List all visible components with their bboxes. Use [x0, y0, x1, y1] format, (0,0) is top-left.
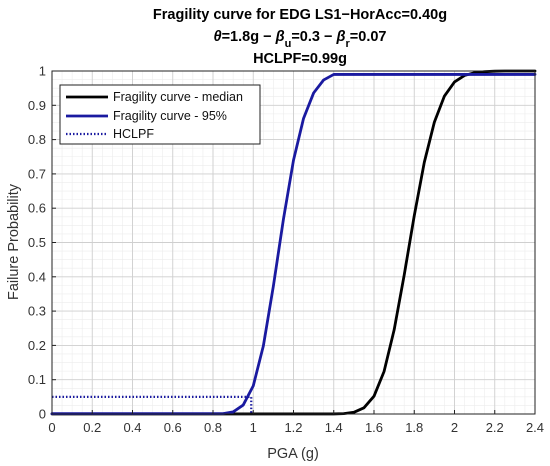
theta-symbol: θ: [214, 29, 222, 45]
series-line-95: [50, 73, 537, 415]
y-tick-label: 1: [39, 64, 46, 79]
beta-r-symbol: β: [336, 29, 346, 45]
beta-r-value: =0.07: [350, 29, 387, 45]
legend-label-hclpf: HCLPF: [113, 127, 154, 141]
y-tick-label: 0.7: [28, 166, 46, 181]
tick-marks: [51, 70, 536, 415]
y-tick-label: 0.8: [28, 132, 46, 147]
series-line-median: [50, 69, 537, 416]
y-axis-label: Failure Probability: [6, 183, 22, 300]
y-tick-label: 0.4: [28, 269, 46, 284]
legend-box: [59, 84, 261, 145]
x-axis-label: PGA (g): [267, 446, 319, 462]
x-tick-label: 0.8: [204, 420, 222, 435]
theta-value: =1.8g −: [222, 29, 276, 45]
x-tick-label: 0: [48, 420, 55, 435]
chart-title: Fragility curve for EDG LS1−HorAcc=0.40g: [153, 7, 447, 23]
y-tick-label: 0.1: [28, 372, 46, 387]
legend-label-95: Fragility curve - 95%: [113, 109, 227, 123]
y-tick-label: 0.2: [28, 338, 46, 353]
y-tick-label: 0.5: [28, 235, 46, 250]
y-tick-labels: 0 0.1 0.2 0.3 0.4 0.5 0.6 0.7 0.8 0.9 1: [28, 64, 46, 422]
beta-r-subscript: r: [346, 38, 351, 50]
chart-title-hclpf: HCLPF=0.99g: [253, 51, 347, 67]
x-tick-label: 1.2: [284, 420, 302, 435]
y-tick-label: 0.9: [28, 98, 46, 113]
beta-u-subscript: u: [285, 38, 292, 50]
beta-u-value: =0.3 −: [291, 29, 336, 45]
series-layer: [50, 69, 537, 416]
beta-u-symbol: β: [275, 29, 285, 45]
y-tick-label: 0: [39, 407, 46, 422]
x-tick-label: 0.4: [123, 420, 141, 435]
x-tick-label: 0.6: [164, 420, 182, 435]
x-tick-label: 1.6: [365, 420, 383, 435]
x-tick-label: 1.8: [405, 420, 423, 435]
x-tick-label: 0.2: [83, 420, 101, 435]
x-tick-label: 2.4: [526, 420, 544, 435]
x-tick-label: 2.2: [486, 420, 504, 435]
x-tick-label: 2: [451, 420, 458, 435]
legend-label-median: Fragility curve - median: [113, 90, 243, 104]
y-tick-label: 0.6: [28, 201, 46, 216]
legend: Fragility curve - median Fragility curve…: [59, 84, 261, 145]
chart-subtitle: θ=1.8g − βu=0.3 − βr=0.07: [214, 29, 387, 50]
x-tick-labels: 0 0.2 0.4 0.6 0.8 1 1.2 1.4 1.6 1.8 2 2.2 2.4: [48, 420, 544, 435]
series-line-hclpf: [52, 395, 253, 414]
major-grid: [51, 70, 536, 415]
y-tick-label: 0.3: [28, 304, 46, 319]
x-tick-label: 1.4: [325, 420, 343, 435]
x-tick-label: 1: [250, 420, 257, 435]
